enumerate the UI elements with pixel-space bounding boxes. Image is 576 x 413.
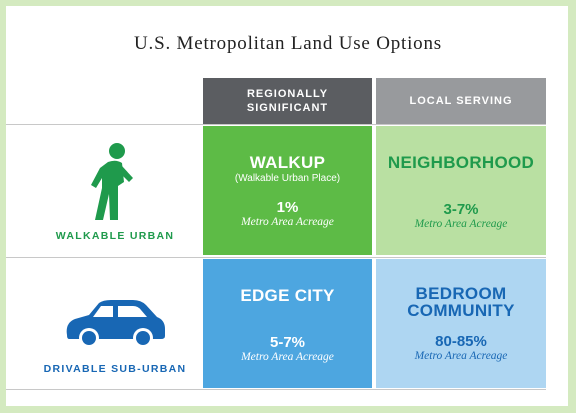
cell-bedroom-percent: 80-85% xyxy=(435,333,487,350)
cell-neighborhood: NEIGHBORHOOD 3-7% Metro Area Acreage xyxy=(376,126,546,255)
cell-walkup-name: WALKUP xyxy=(249,153,326,172)
cell-bedroom-name-line1: BEDROOM xyxy=(415,284,507,303)
column-header-regional-label: REGIONALLY SIGNIFICANT xyxy=(246,88,329,114)
column-header-local-label: LOCAL SERVING xyxy=(409,95,513,107)
walking-person-icon xyxy=(91,143,133,220)
figure-title: U.S. Metropolitan Land Use Options xyxy=(134,33,442,54)
cell-edge-city-name: EDGE CITY xyxy=(240,286,335,305)
cell-neighborhood-caption: Metro Area Acreage xyxy=(414,218,508,230)
cell-bedroom-caption: Metro Area Acreage xyxy=(414,350,508,362)
divider-top xyxy=(6,124,546,125)
cell-walkup-caption: Metro Area Acreage xyxy=(241,216,334,228)
car-icon xyxy=(66,300,165,348)
column-header-local: LOCAL SERVING xyxy=(376,78,546,124)
cell-edge-city-percent: 5-7% xyxy=(269,334,306,351)
cell-walkup-percent: 1% xyxy=(276,199,299,216)
cell-walkup: WALKUP (Walkable Urban Place) 1% Metro A… xyxy=(203,126,372,255)
cell-bedroom-community: BEDROOM COMMUNITY 80-85% Metro Area Acre… xyxy=(376,259,546,388)
cell-walkup-subtitle: (Walkable Urban Place) xyxy=(234,173,341,184)
divider-middle xyxy=(6,257,546,258)
cell-neighborhood-percent: 3-7% xyxy=(443,201,479,218)
cell-neighborhood-name: NEIGHBORHOOD xyxy=(387,153,535,172)
cell-bedroom-name-line2: COMMUNITY xyxy=(407,301,515,320)
cell-edge-city-caption: Metro Area Acreage xyxy=(241,351,334,363)
row-label-drivable: DRIVABLE SUB-URBAN xyxy=(43,363,187,375)
row-label-walkable: WALKABLE URBAN xyxy=(55,230,175,242)
column-header-regional: REGIONALLY SIGNIFICANT xyxy=(203,78,372,124)
divider-bottom xyxy=(6,389,546,390)
cell-edge-city: EDGE CITY 5-7% Metro Area Acreage xyxy=(203,259,372,388)
